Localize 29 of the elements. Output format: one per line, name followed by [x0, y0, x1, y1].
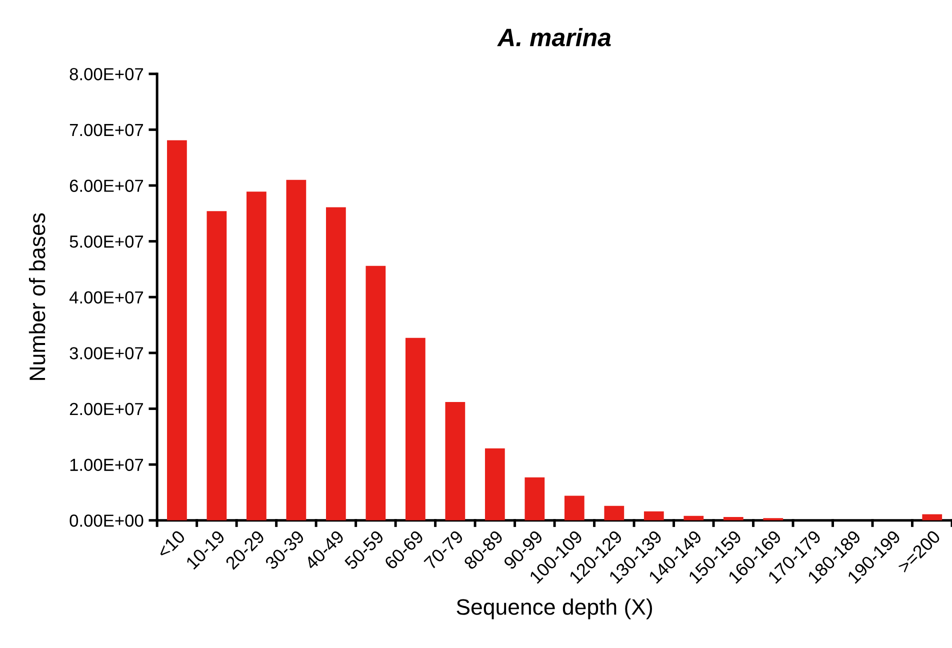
- x-axis-title: Sequence depth (X): [456, 598, 652, 620]
- y-tick-label: 8.00E+07: [70, 68, 144, 80]
- bar: [604, 506, 624, 520]
- bar: [246, 192, 266, 520]
- bar: [206, 211, 227, 520]
- bar: [405, 338, 426, 520]
- bar: [644, 511, 664, 520]
- y-tick-label: 1.00E+07: [70, 458, 144, 471]
- bar: [366, 266, 386, 520]
- x-tick-label: <10: [156, 530, 186, 560]
- bar: [286, 180, 306, 520]
- chart-title: A. marina: [497, 28, 611, 46]
- bar: [524, 477, 545, 520]
- bar: [445, 402, 466, 520]
- bar: [167, 140, 187, 520]
- y-tick-label: 6.00E+07: [70, 180, 144, 192]
- y-tick-label: 4.00E+07: [69, 291, 144, 304]
- y-tick-label: 5.00E+07: [70, 235, 144, 248]
- y-tick-label: 7.00E+07: [70, 124, 144, 136]
- bar: [922, 514, 942, 520]
- bar: [684, 516, 704, 520]
- y-tick-label: 2.00E+07: [70, 402, 144, 416]
- y-tick-label: 0.00E+00: [70, 514, 144, 527]
- y-axis-title: Number of bases: [28, 213, 46, 380]
- bar: [326, 207, 346, 520]
- bar: [723, 516, 744, 520]
- bar: [564, 496, 584, 520]
- bar: [484, 448, 505, 520]
- y-tick-label: 3.00E+07: [70, 347, 144, 360]
